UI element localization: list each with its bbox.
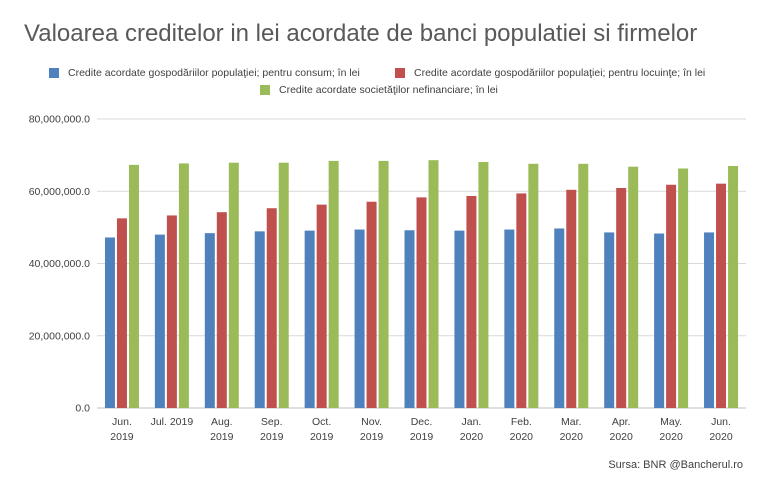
bars (104, 160, 739, 408)
x-tick-label: Sep. (261, 416, 283, 428)
bar (204, 233, 215, 408)
y-axis-ticks: 0.0 20,000,000.0 40,000,000.0 60,000,000.0 8… (29, 114, 90, 415)
x-tick-label: Aug. (211, 416, 233, 428)
x-tick-label: 2019 (310, 431, 334, 443)
bar (578, 163, 589, 408)
bar (416, 197, 427, 408)
x-tick-label: 2019 (110, 431, 134, 443)
bar (166, 215, 177, 408)
y-tick-label: 20,000,000.0 (29, 330, 90, 342)
bar (304, 230, 315, 408)
bar (428, 160, 439, 408)
x-tick-label: Jan. (461, 416, 481, 428)
x-tick-label: Oct. (312, 416, 331, 428)
legend-label-consum: Credite acordate gospodăriilor populaţie… (68, 67, 360, 79)
x-tick-label: 2019 (210, 431, 234, 443)
bar (466, 195, 477, 408)
legend-swatch-consum (49, 68, 59, 78)
bar (154, 234, 165, 408)
x-tick-label: 2019 (260, 431, 284, 443)
bar (478, 161, 489, 408)
bar (566, 189, 577, 408)
bar (378, 160, 389, 408)
bar (228, 162, 239, 408)
bar (716, 183, 727, 408)
bar (654, 233, 665, 408)
bar (704, 232, 715, 408)
bar (254, 231, 265, 408)
y-tick-label: 80,000,000.0 (29, 114, 90, 126)
x-tick-label: 2020 (610, 431, 634, 443)
x-tick-label: Feb. (511, 416, 532, 428)
bar (116, 218, 127, 408)
x-axis-ticks: Jun. 2019 Jul. 2019 Aug. 2019 Sep. 2019 Oct. 201… (110, 416, 733, 443)
bar (404, 230, 415, 408)
bar (604, 232, 615, 408)
source-note: Sursa: BNR @Bancherul.ro (608, 459, 743, 471)
bar (266, 208, 277, 408)
legend-swatch-locuinte (395, 68, 405, 78)
x-tick-label: Mar. (561, 416, 581, 428)
x-tick-label: Apr. (612, 416, 631, 428)
bar (504, 229, 515, 408)
legend-label-nefinanciare: Credite acordate societăţilor nefinancia… (279, 84, 498, 96)
x-tick-label: May. (660, 416, 682, 428)
x-tick-label: Nov. (361, 416, 382, 428)
x-tick-label: 2020 (560, 431, 584, 443)
x-tick-label: 2020 (709, 431, 733, 443)
bar (128, 164, 139, 408)
bar (528, 163, 539, 408)
bar (454, 230, 465, 408)
x-tick-label: Dec. (411, 416, 433, 428)
y-tick-label: 40,000,000.0 (29, 258, 90, 270)
bar (616, 187, 627, 408)
chart-title: Valoarea creditelor in lei acordate de b… (24, 20, 698, 47)
legend-label-locuinte: Credite acordate gospodăriilor populaţie… (414, 67, 706, 79)
x-tick-label: 2020 (460, 431, 484, 443)
bar (354, 229, 365, 408)
bar (366, 201, 377, 408)
bar (678, 168, 689, 408)
bar (516, 193, 527, 408)
bar (316, 204, 327, 408)
bar (104, 237, 115, 408)
bar (628, 166, 639, 408)
legend-swatch-nefinanciare (260, 85, 270, 95)
bar (178, 163, 189, 408)
x-tick-label: 2019 (410, 431, 434, 443)
x-tick-label: Jul. 2019 (151, 416, 194, 428)
x-tick-label: 2019 (360, 431, 384, 443)
x-tick-label: Jun. (711, 416, 731, 428)
bar (554, 228, 565, 408)
x-tick-label: Jun. (112, 416, 132, 428)
legend-item-locuinte: Credite acordate gospodăriilor populaţie… (395, 67, 705, 79)
bar (328, 160, 339, 408)
bar (666, 184, 677, 408)
x-tick-label: 2020 (510, 431, 534, 443)
bar (216, 212, 227, 408)
y-tick-label: 60,000,000.0 (29, 186, 90, 198)
x-tick-label: 2020 (659, 431, 683, 443)
y-tick-label: 0.0 (75, 403, 90, 415)
bar (278, 162, 289, 408)
legend-item-nefinanciare: Credite acordate societăţilor nefinancia… (260, 84, 498, 96)
legend-item-consum: Credite acordate gospodăriilor populaţie… (49, 67, 360, 79)
bar (728, 165, 739, 408)
